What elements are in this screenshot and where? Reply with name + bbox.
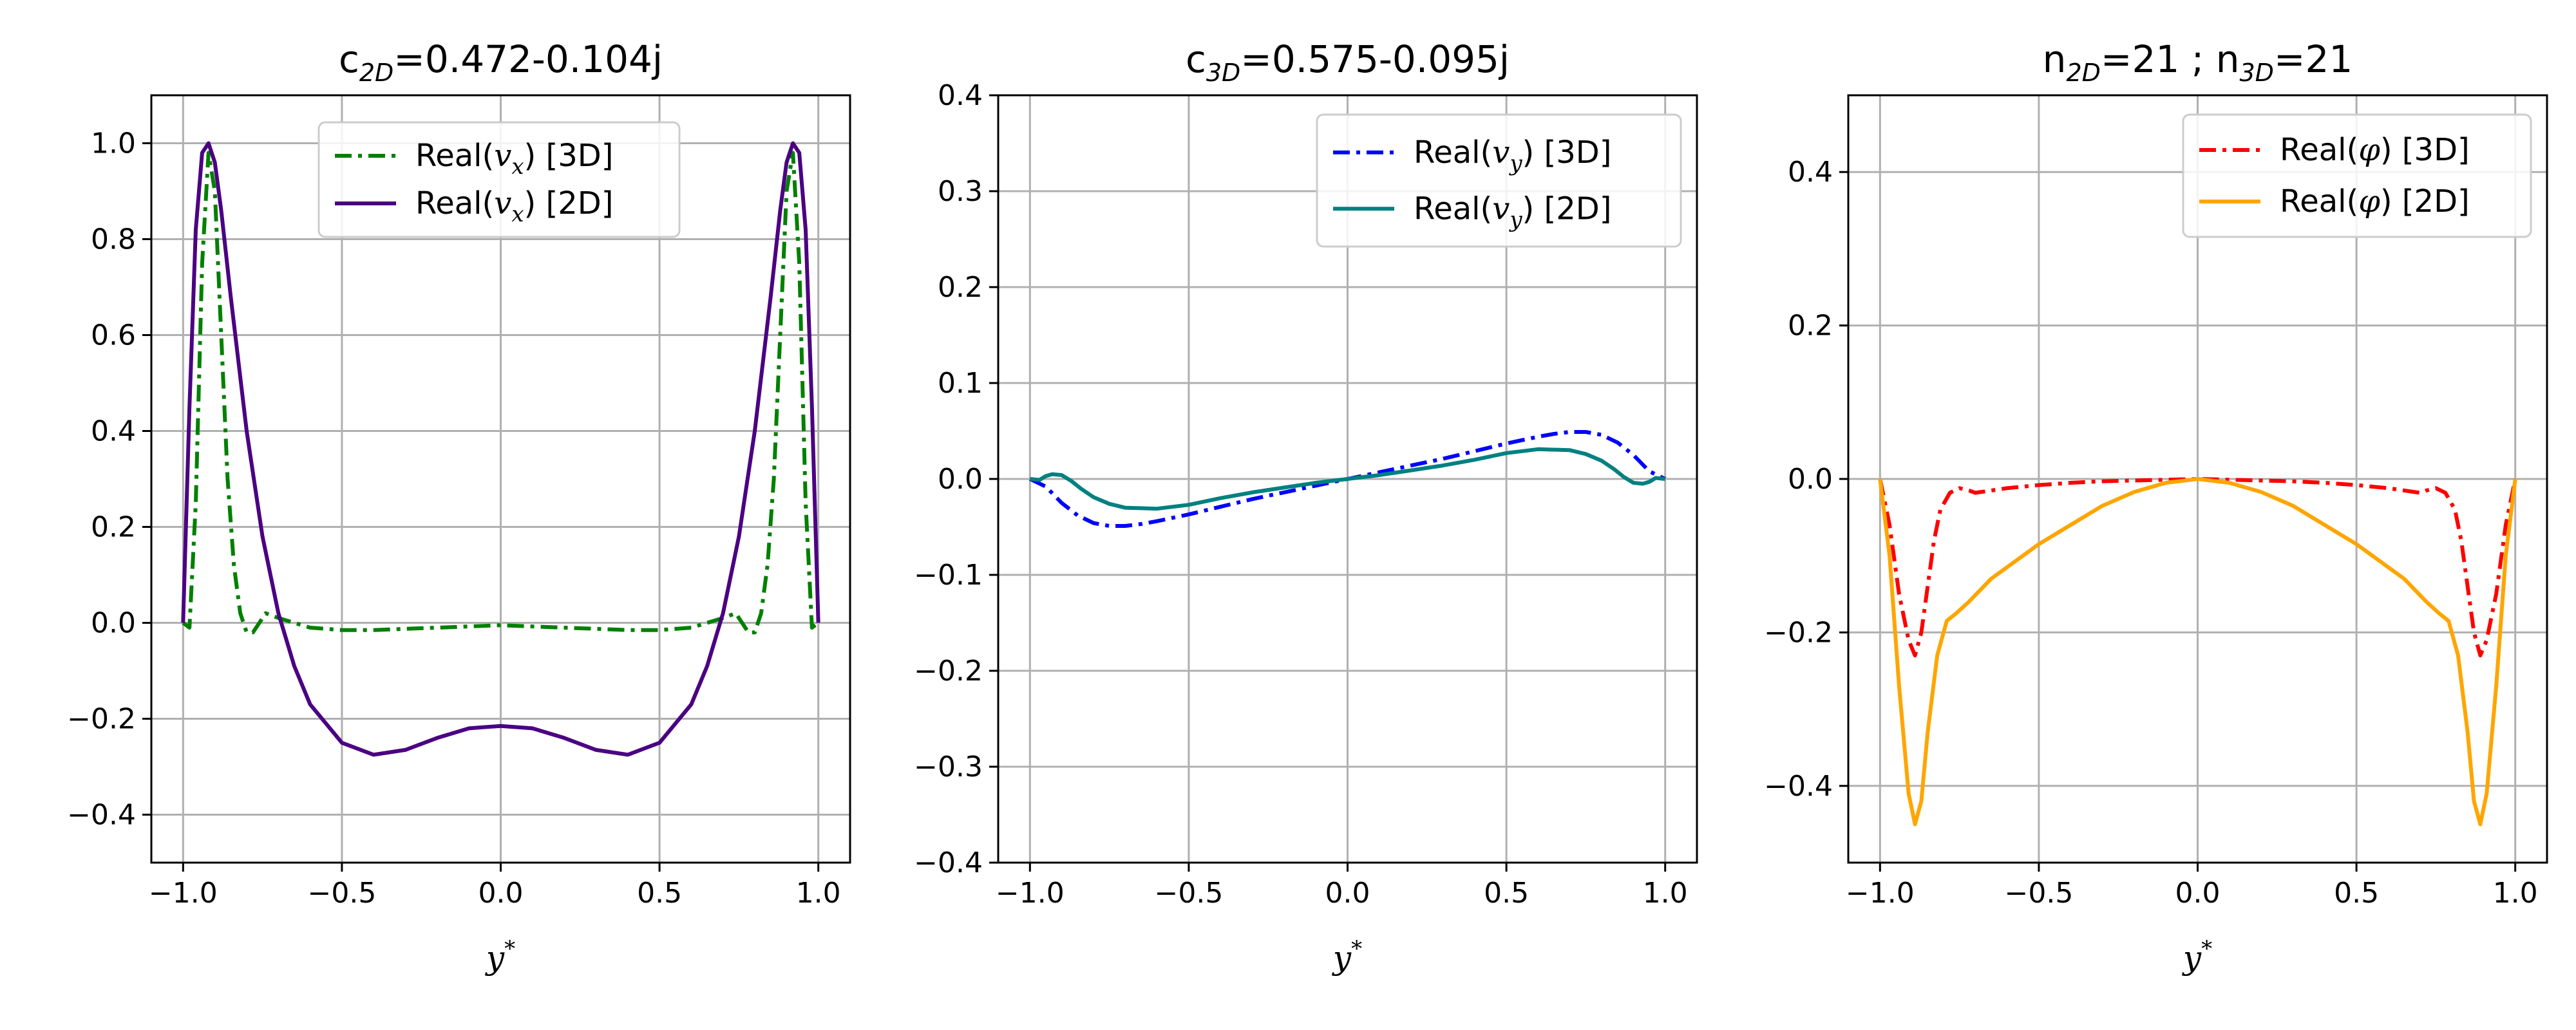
y-tick-label: 0.8 — [91, 223, 136, 256]
legend-label: Real(vy) [2D] — [1414, 191, 1611, 232]
legend-label: Real(φ) [2D] — [2280, 183, 2470, 220]
legend-label: Real(φ) [3D] — [2280, 132, 2470, 168]
y-tick-label: 0.4 — [938, 79, 983, 112]
legend-box — [317, 121, 681, 238]
legend-label: Real(vy) [3D] — [1414, 135, 1611, 176]
x-tick-label: 0.0 — [2175, 877, 2221, 910]
series-line-2 — [1029, 447, 1666, 511]
legend: Real(φ) [3D] Real(φ) [2D] — [2182, 113, 2532, 238]
chart-panel-2: −1.0 −0.5 0.0 0.5 1.0 −0.4 −0.3 −0.2 −0.1 0.0 0.1 0… — [914, 37, 1698, 977]
x-tick-label: 1.0 — [1643, 877, 1688, 910]
series-line-1 — [182, 151, 820, 635]
y-tick-label: −0.2 — [67, 703, 136, 736]
chart-1-xlabel: y* — [485, 936, 515, 977]
chart-3-xlabel: y* — [2182, 936, 2212, 977]
y-tick-label: −0.1 — [914, 559, 983, 592]
x-tick-label: 0.5 — [1484, 877, 1529, 910]
x-tick-label: −1.0 — [149, 877, 218, 910]
x-tick-label: −0.5 — [307, 877, 376, 910]
x-tick-label: 1.0 — [796, 877, 841, 910]
y-tick-label: −0.3 — [914, 751, 983, 783]
legend-box — [1316, 113, 1682, 248]
y-tick-label: 0.3 — [938, 175, 983, 208]
chart-3-title: n2D=21 ; n3D=21 — [2043, 37, 2353, 87]
legend: Real(vx) [3D] Real(vx) [2D] — [317, 121, 681, 238]
y-tick-label: 1.0 — [91, 127, 136, 160]
x-tick-label: 1.0 — [2493, 877, 2538, 910]
x-tick-label: 0.0 — [1325, 877, 1370, 910]
y-tick-label: 0.0 — [1788, 463, 1833, 496]
y-tick-label: 0.0 — [91, 607, 136, 640]
series-line-2 — [181, 141, 820, 757]
y-tick-label: −0.4 — [914, 847, 983, 879]
series-line-1 — [1878, 477, 2517, 658]
chart-2-xlabel: y* — [1332, 936, 1362, 977]
legend: Real(vy) [3D] Real(vy) [2D] — [1316, 113, 1682, 248]
y-tick-label: 0.4 — [1788, 156, 1833, 189]
x-tick-label: 0.5 — [637, 877, 682, 910]
y-tick-label: 0.4 — [91, 415, 136, 448]
legend-box — [2182, 113, 2532, 238]
legend-label: Real(vx) [2D] — [415, 185, 613, 227]
y-tick-label: 0.2 — [1788, 310, 1833, 342]
y-tick-label: 0.1 — [938, 367, 983, 400]
x-tick-label: −1.0 — [996, 877, 1065, 910]
y-tick-label: 0.2 — [91, 511, 136, 544]
chart-panel-1: −1.0 −0.5 0.0 0.5 1.0 −0.4 −0.2 0.0 0.2 0.4 0.6 0.8… — [67, 37, 851, 977]
y-tick-label: 0.2 — [938, 271, 983, 304]
x-tick-label: −1.0 — [1846, 877, 1915, 910]
y-tick-label: −0.2 — [1764, 616, 1833, 649]
y-tick-label: −0.2 — [914, 655, 983, 688]
y-tick-label: −0.4 — [1764, 770, 1833, 803]
y-tick-label: 0.6 — [91, 319, 136, 352]
series-line-2 — [1878, 477, 2517, 827]
y-tick-label: −0.4 — [67, 799, 136, 832]
chart-panel-3: −1.0 −0.5 0.0 0.5 1.0 −0.4 −0.2 0.0 0.2 0.4 Real(φ… — [1764, 37, 2548, 977]
x-tick-label: 0.0 — [478, 877, 524, 910]
x-tick-label: −0.5 — [2004, 877, 2073, 910]
legend-label: Real(vx) [3D] — [415, 138, 613, 180]
y-tick-label: 0.0 — [938, 463, 983, 496]
chart-2-title: c3D=0.575-0.095j — [1186, 37, 1510, 87]
chart-1-title: c2D=0.472-0.104j — [339, 37, 663, 87]
x-tick-label: −0.5 — [1154, 877, 1223, 910]
x-tick-label: 0.5 — [2334, 877, 2379, 910]
